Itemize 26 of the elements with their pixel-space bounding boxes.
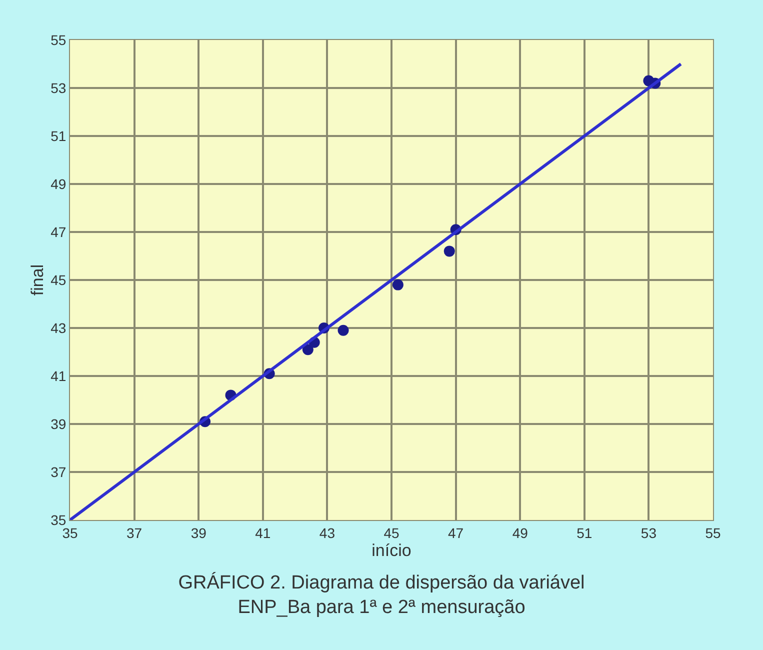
x-tick-label: 49 xyxy=(512,524,528,541)
y-tick-label: 43 xyxy=(50,320,66,336)
point xyxy=(444,246,455,257)
y-tick-label: 47 xyxy=(50,224,66,240)
x-tick-label: 41 xyxy=(255,524,271,541)
y-tick-label: 37 xyxy=(50,464,66,480)
point xyxy=(338,324,349,336)
y-tick-label: 53 xyxy=(50,80,66,96)
y-tick-label: 39 xyxy=(50,416,66,432)
y-tick-label: 51 xyxy=(50,128,66,144)
x-tick-label: 53 xyxy=(640,524,657,541)
x-tick-label: 51 xyxy=(576,524,592,541)
y-tick-label: 45 xyxy=(50,272,66,288)
x-tick-label: 43 xyxy=(319,524,336,541)
y-axis-title: final xyxy=(28,264,48,296)
y-tick-label: 49 xyxy=(50,176,66,192)
x-tick-label: 47 xyxy=(448,524,464,541)
x-tick-label: 39 xyxy=(190,524,207,541)
x-tick-label: 55 xyxy=(705,524,721,541)
x-tick-label: 37 xyxy=(126,524,142,541)
x-axis-title: início xyxy=(372,540,412,560)
y-tick-label: 55 xyxy=(50,32,66,48)
x-tick-label: 45 xyxy=(384,524,400,541)
point xyxy=(392,279,404,290)
y-tick-label: 41 xyxy=(50,368,66,384)
text: GRÁFICO 2. Diagrama de dispersão da variável ENP_Ba para 1ª e 2ª mensuração xyxy=(178,571,585,618)
